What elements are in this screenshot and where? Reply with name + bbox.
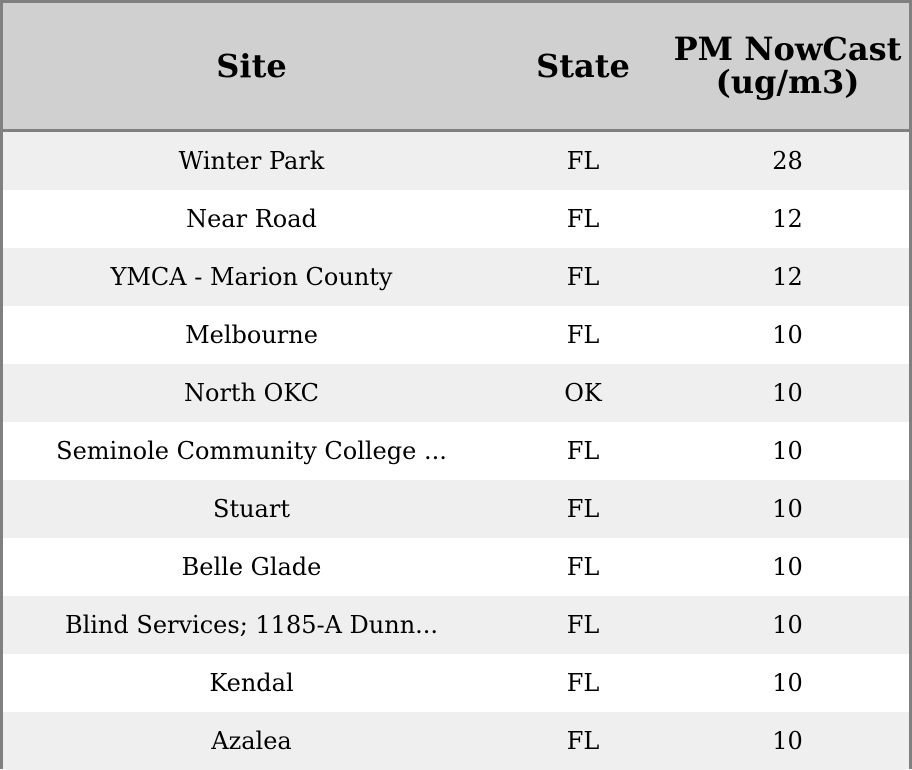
table-row: YMCA - Marion County FL 12 [3,248,909,306]
cell-state: FL [566,495,600,523]
cell-site: Near Road [186,205,317,233]
cell-site: Seminole Community College ... [56,437,447,465]
table-row: Belle Glade FL 10 [3,538,909,596]
cell-pm-nowcast: 10 [772,669,803,697]
cell-site: Belle Glade [181,553,322,581]
table-body: Winter Park FL 28 Near Road FL 12 YMCA - Mario… [3,132,909,770]
cell-pm-nowcast: 28 [772,147,803,175]
table-row: North OKC OK 10 [3,364,909,422]
table-row: Melbourne FL 10 [3,306,909,364]
cell-state: FL [566,147,600,175]
cell-site: Stuart [213,495,290,523]
cell-pm-nowcast: 10 [772,495,803,523]
table-header: Site State PM NowCast (ug/m3) [3,3,909,132]
cell-site: Azalea [211,727,292,755]
cell-state: FL [566,553,600,581]
table-row: Kendal FL 10 [3,654,909,712]
cell-pm-nowcast: 10 [772,553,803,581]
cell-pm-nowcast: 10 [772,321,803,349]
cell-site: Blind Services; 1185-A Dunn... [64,611,439,639]
cell-site: YMCA - Marion County [110,263,393,291]
cell-site: Winter Park [178,147,325,175]
cell-state: FL [566,437,600,465]
table-row: Near Road FL 12 [3,190,909,248]
table-row: Seminole Community College ... FL 10 [3,422,909,480]
cell-state: FL [566,611,600,639]
cell-site: North OKC [184,379,319,407]
cell-pm-nowcast: 10 [772,727,803,755]
cell-pm-nowcast: 10 [772,611,803,639]
cell-site: Melbourne [185,321,318,349]
cell-pm-nowcast: 12 [772,263,803,291]
cell-pm-nowcast: 12 [772,205,803,233]
cell-state: FL [566,205,600,233]
table-row: Winter Park FL 28 [3,132,909,190]
cell-state: FL [566,669,600,697]
table-row: Stuart FL 10 [3,480,909,538]
table-row: Blind Services; 1185-A Dunn... FL 10 [3,596,909,654]
cell-state: OK [564,379,602,407]
cell-pm-nowcast: 10 [772,379,803,407]
column-header-state[interactable]: State [536,46,630,85]
cell-state: FL [566,263,600,291]
cell-state: FL [566,727,600,755]
column-header-site[interactable]: Site [216,46,287,85]
column-header-pm-nowcast[interactable]: PM NowCast (ug/m3) [673,30,902,101]
cell-state: FL [566,321,600,349]
table-row: Azalea FL 10 [3,712,909,770]
cell-pm-nowcast: 10 [772,437,803,465]
cell-site: Kendal [209,669,294,697]
